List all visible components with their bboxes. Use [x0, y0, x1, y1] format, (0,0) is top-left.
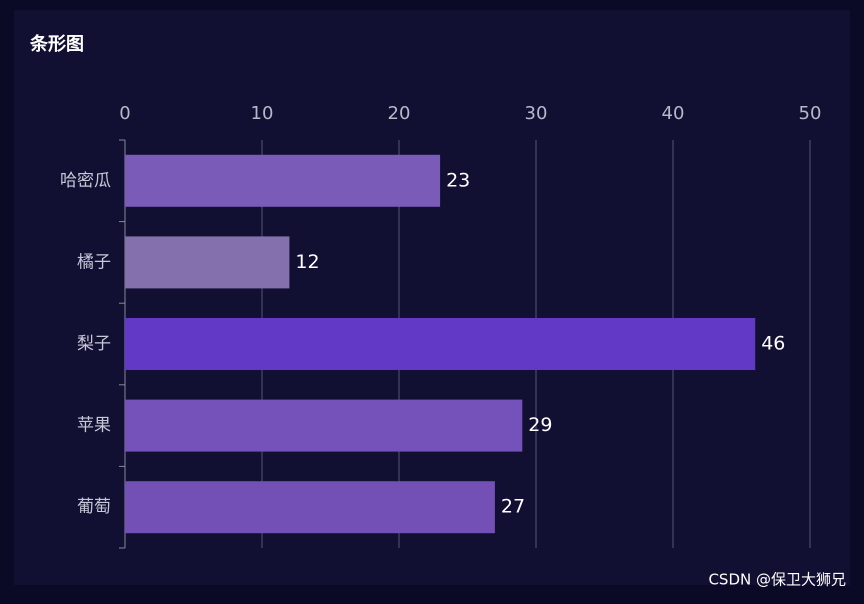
- y-tick-label: 哈密瓜: [60, 171, 111, 191]
- y-tick-label: 苹果: [77, 416, 111, 436]
- bar: [125, 399, 523, 452]
- bar: [125, 154, 441, 207]
- value-label: 23: [446, 169, 470, 191]
- x-tick-label: 20: [388, 103, 411, 124]
- x-tick-label: 50: [799, 103, 822, 124]
- bar: [125, 318, 756, 370]
- value-label: 12: [295, 251, 319, 273]
- value-label: 29: [528, 414, 552, 436]
- x-tick-label: 10: [251, 103, 274, 124]
- bar: [125, 236, 290, 289]
- value-label: 27: [501, 496, 525, 518]
- x-tick-label: 40: [662, 103, 685, 124]
- x-tick-label: 0: [119, 103, 130, 124]
- y-tick-label: 葡萄: [77, 497, 111, 517]
- x-tick-label: 30: [525, 103, 548, 124]
- value-label: 46: [761, 333, 785, 355]
- y-tick-label: 橘子: [77, 252, 111, 272]
- y-tick-label: 梨子: [77, 334, 111, 354]
- bar: [125, 481, 495, 534]
- watermark: CSDN @保卫大狮兄: [708, 571, 846, 589]
- chart-title: 条形图: [29, 33, 84, 55]
